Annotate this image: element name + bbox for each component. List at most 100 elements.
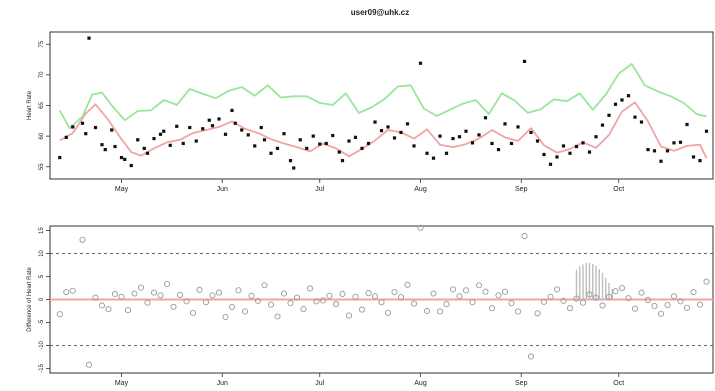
data-point — [183, 298, 190, 305]
y-tick-label: -5 — [39, 319, 45, 325]
data-point — [306, 285, 314, 292]
data-point — [111, 290, 119, 298]
data-point — [56, 311, 63, 318]
data-point — [85, 361, 93, 368]
y-tick-label: 70 — [39, 71, 45, 78]
data-point — [553, 286, 561, 293]
data-point — [181, 141, 185, 146]
data-point — [131, 290, 138, 297]
data-point — [170, 303, 177, 310]
data-point — [646, 148, 650, 152]
data-point — [241, 308, 249, 315]
data-point — [620, 98, 624, 102]
data-point — [392, 136, 397, 140]
data-point — [521, 233, 528, 240]
data-point — [347, 139, 351, 143]
data-point — [98, 302, 106, 309]
data-point — [659, 159, 663, 163]
data-point — [261, 282, 268, 289]
data-point — [189, 309, 197, 316]
data-point — [240, 128, 244, 132]
data-point — [288, 159, 293, 163]
data-point — [188, 125, 192, 130]
data-point — [319, 297, 327, 304]
data-point — [119, 155, 124, 160]
data-point — [594, 135, 598, 139]
data-point — [311, 134, 315, 138]
data-point — [235, 287, 242, 294]
data-point — [71, 125, 75, 129]
data-point — [555, 155, 559, 159]
data-point — [80, 121, 85, 125]
data-point — [431, 156, 436, 160]
data-point — [136, 138, 140, 142]
x-tick-label: May — [115, 380, 129, 387]
data-point — [566, 305, 574, 312]
x-tick-label: Oct — [613, 186, 624, 193]
data-point — [84, 132, 88, 136]
x-tick-label: Aug — [414, 380, 427, 387]
data-point — [157, 292, 164, 299]
data-point — [274, 313, 281, 320]
data-point — [215, 289, 223, 296]
data-point — [638, 289, 645, 296]
data-point — [358, 306, 366, 313]
x-tick-label: Sep — [515, 186, 528, 193]
data-point — [704, 129, 709, 133]
data-point — [613, 102, 618, 106]
plot-frame — [49, 31, 714, 180]
data-point — [651, 302, 658, 309]
heart-rate-panel: 55 60 65 70 75 May Jun Jul Aug Sep Oct Heart Rate — [27, 31, 714, 193]
data-point — [639, 120, 644, 124]
data-point — [612, 288, 619, 295]
data-point — [282, 132, 286, 136]
data-point — [599, 302, 606, 309]
data-point — [410, 300, 418, 307]
data-point — [425, 151, 429, 155]
data-point — [625, 295, 632, 302]
data-point — [163, 280, 171, 287]
data-point — [378, 299, 385, 306]
data-point — [259, 125, 263, 130]
data-point — [514, 308, 522, 315]
data-point — [430, 290, 437, 297]
data-point — [438, 134, 442, 138]
data-point — [535, 139, 540, 143]
data-point — [345, 312, 353, 319]
data-point — [293, 294, 301, 301]
data-point — [331, 133, 335, 138]
data-point — [665, 149, 670, 153]
y-axis-label: Difference of Heart Rate — [27, 267, 33, 332]
upper-bound-line — [59, 63, 707, 130]
data-point — [69, 287, 76, 294]
data-point — [670, 293, 678, 300]
data-point — [503, 122, 507, 126]
data-point — [399, 130, 403, 135]
data-point — [444, 151, 449, 155]
data-point — [664, 301, 671, 309]
data-point — [137, 284, 145, 291]
data-point — [605, 293, 613, 300]
data-point — [262, 138, 267, 142]
smoothed-line — [59, 101, 708, 159]
data-point — [423, 307, 431, 315]
data-point — [223, 132, 228, 136]
data-point — [672, 141, 676, 145]
data-point — [176, 291, 184, 298]
x-tick-label: May — [115, 186, 129, 193]
data-point — [488, 305, 496, 312]
data-point — [405, 122, 410, 126]
x-tick-label: Jul — [315, 380, 324, 387]
data-point — [207, 118, 211, 122]
data-point — [483, 116, 488, 120]
data-point — [579, 299, 587, 306]
data-point — [542, 152, 546, 157]
y-tick-label: -10 — [39, 340, 45, 349]
data-point — [470, 141, 475, 145]
x-tick-label: Jun — [217, 380, 228, 387]
data-point — [63, 289, 70, 296]
data-point — [93, 125, 98, 130]
data-point — [373, 120, 377, 124]
data-point — [280, 290, 288, 297]
data-point — [449, 286, 457, 293]
